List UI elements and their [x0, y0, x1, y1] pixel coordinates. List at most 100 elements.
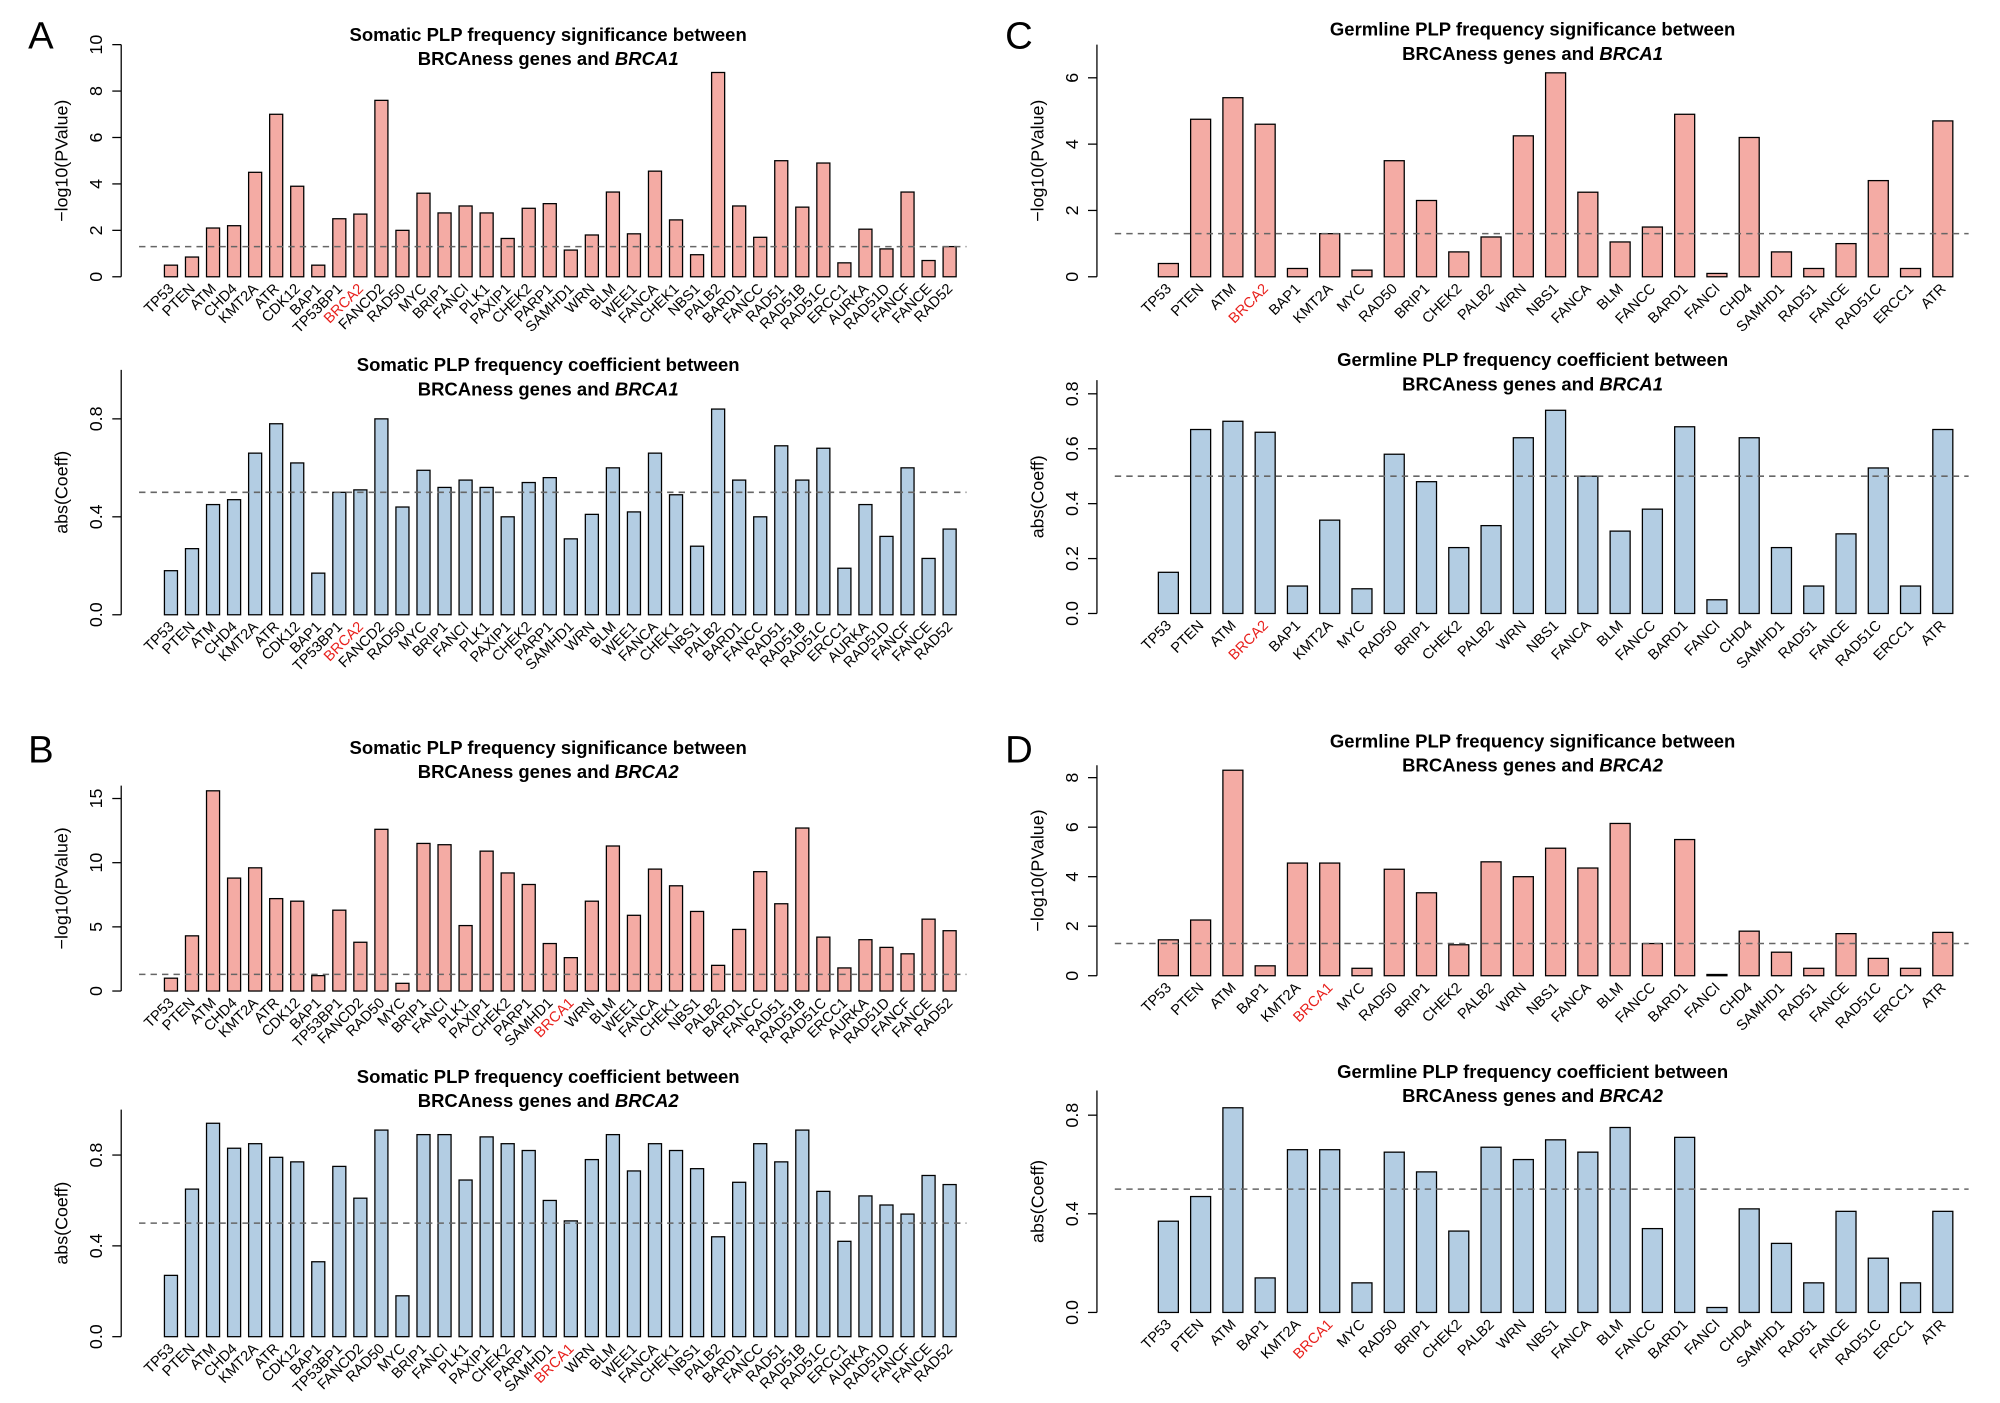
x-tick-label: WRN	[1494, 618, 1530, 654]
bar	[668, 219, 684, 278]
chart-title: Somatic PLP frequency coefficient betwee…	[357, 354, 740, 375]
bar	[353, 489, 368, 616]
bar	[858, 1195, 873, 1338]
chart-panel: Somatic PLP frequency coefficient betwee…	[52, 354, 967, 675]
bar	[626, 1170, 642, 1338]
bar	[1835, 242, 1857, 278]
x-tick-label: PTEN	[1168, 281, 1207, 320]
bar	[1254, 123, 1276, 278]
y-tick-label: 6	[1062, 73, 1082, 83]
title-gene: BRCA1	[1599, 373, 1663, 394]
bar	[542, 203, 557, 278]
bar	[795, 206, 810, 278]
chart-title: Somatic PLP frequency significance betwe…	[350, 24, 747, 45]
bar	[753, 871, 768, 992]
bar	[269, 423, 284, 616]
bar	[332, 218, 347, 278]
bar	[1835, 1210, 1857, 1314]
panel-letter: C	[1005, 14, 1033, 57]
bar	[1383, 160, 1405, 278]
bar	[374, 828, 389, 992]
y-tick-label: 0.6	[1062, 436, 1082, 461]
bar	[1351, 588, 1373, 615]
y-axis-label: −log10(PValue)	[52, 827, 72, 949]
bar	[1932, 428, 1954, 615]
bar	[753, 236, 768, 278]
x-tick-label: ATR	[1918, 980, 1949, 1011]
bar	[542, 476, 557, 616]
bar	[269, 897, 284, 992]
chart-title: Somatic PLP frequency coefficient betwee…	[357, 1066, 740, 1087]
bar	[1512, 876, 1534, 977]
bar	[774, 1161, 789, 1338]
bar	[416, 469, 431, 616]
bar	[837, 567, 852, 616]
bar	[332, 909, 347, 992]
chart-title: Germline PLP frequency coefficient betwe…	[1337, 1061, 1728, 1082]
bar	[521, 1149, 536, 1338]
chart-title: Germline PLP frequency coefficient betwe…	[1337, 349, 1728, 370]
bar	[479, 1136, 494, 1338]
bar	[837, 262, 852, 278]
title-line: Germline PLP frequency significance betw…	[1330, 730, 1735, 751]
bar	[184, 1188, 200, 1338]
y-tick-label: 0.0	[86, 1324, 106, 1349]
y-tick-label: 10	[86, 853, 106, 873]
y-tick-label: 0.0	[1062, 601, 1082, 626]
y-tick-label: 6	[1062, 822, 1082, 832]
bar	[290, 185, 305, 278]
title-line: Somatic PLP frequency coefficient betwee…	[357, 354, 740, 375]
bar	[816, 447, 831, 616]
bar	[647, 1143, 663, 1338]
bar	[542, 942, 557, 992]
bar	[605, 845, 621, 992]
bar	[521, 481, 536, 616]
bar	[1512, 437, 1534, 615]
title-line: Somatic PLP frequency coefficient betwee…	[357, 1066, 740, 1087]
title-line: BRCAness genes and	[418, 48, 610, 69]
bar	[1222, 420, 1244, 615]
chart-panel: C Germline PLP frequency significance bet…	[1005, 14, 1969, 336]
bar	[226, 1147, 242, 1338]
y-axis-label: abs(Coeff)	[52, 451, 72, 534]
bar	[479, 850, 494, 992]
bar	[1803, 585, 1825, 615]
bar	[584, 900, 600, 992]
bar	[1674, 426, 1696, 615]
bar	[184, 935, 200, 992]
x-tick-label: FANCI	[1682, 618, 1724, 660]
title-line: BRCAness genes and	[418, 761, 610, 782]
bar	[1512, 1158, 1534, 1314]
bar	[1286, 862, 1309, 977]
bar	[458, 479, 473, 616]
bar	[858, 503, 873, 616]
y-tick-label: 2	[1062, 921, 1082, 931]
x-tick-label: FANCI	[1682, 980, 1724, 1022]
bar	[1932, 120, 1954, 278]
x-tick-label: FANCI	[1682, 1317, 1724, 1359]
bar	[1480, 236, 1502, 278]
bar	[1415, 1171, 1438, 1314]
chart-title: Germline PLP frequency significance betw…	[1330, 19, 1735, 40]
bar	[1351, 967, 1373, 977]
bar	[1222, 97, 1244, 278]
bar	[1383, 453, 1405, 615]
bar	[1803, 1282, 1825, 1314]
bar	[1544, 409, 1567, 615]
bar	[205, 1122, 221, 1338]
bar	[921, 1174, 936, 1338]
bar	[205, 790, 221, 992]
chart-title: BRCAness genes and BRCA2	[1402, 1085, 1664, 1106]
bar	[647, 868, 663, 992]
bar	[1641, 942, 1664, 977]
bar	[1803, 267, 1825, 278]
bar	[563, 1220, 578, 1338]
bar	[163, 977, 179, 992]
bar	[205, 503, 221, 616]
bar	[774, 160, 789, 278]
bar	[1770, 251, 1793, 278]
chart-title: BRCAness genes and BRCA1	[418, 48, 679, 69]
bar	[710, 71, 726, 278]
bar	[184, 548, 200, 616]
